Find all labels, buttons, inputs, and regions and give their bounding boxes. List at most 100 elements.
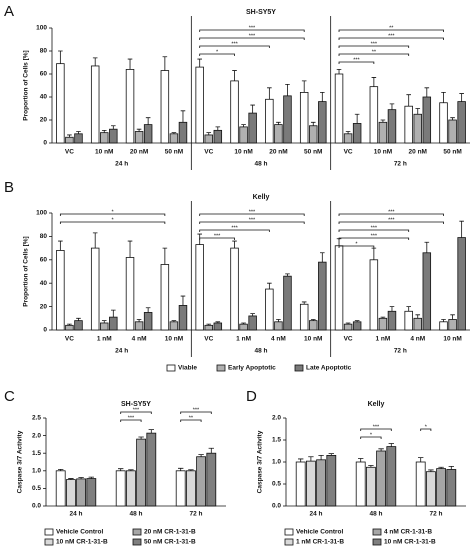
significance-bracket (338, 213, 444, 216)
error-bar (250, 104, 255, 114)
x-tick-label: VC (344, 336, 353, 343)
significance-label: *** (249, 33, 256, 39)
x-tick-label: 20 nM (130, 149, 148, 156)
bar (425, 471, 436, 507)
panel-label: C (4, 388, 15, 405)
error-bar (188, 469, 194, 471)
y-tick-label: 1.5 (32, 450, 41, 457)
error-bar (320, 252, 325, 263)
error-bar (206, 323, 212, 326)
bar (195, 244, 204, 331)
significance-bracket (338, 229, 410, 232)
error-bar (406, 306, 411, 312)
y-tick-label: 1.5 (272, 437, 281, 444)
bar (86, 478, 97, 507)
chart-title: Kelly (253, 194, 270, 201)
error-bar (441, 319, 446, 322)
bar (55, 470, 66, 507)
panel-label: B (4, 179, 14, 196)
bar (439, 321, 448, 331)
x-tick-label: 72 h (429, 511, 442, 518)
y-tick-label: 60 (40, 257, 48, 264)
legend-swatch (44, 538, 54, 546)
legend-swatch (372, 538, 382, 546)
bar (74, 133, 83, 144)
significance-label: *** (249, 25, 256, 31)
error-bar (88, 476, 94, 479)
error-bar (76, 317, 81, 321)
x-tick-label: 1 nM (236, 336, 251, 343)
bar (109, 316, 118, 331)
bar (143, 312, 153, 331)
significance-label: ** (189, 415, 194, 421)
error-bar (301, 80, 307, 93)
error-bar (389, 103, 395, 110)
legend-label: 10 nM CR-1-31-B (56, 539, 108, 546)
error-bar (415, 108, 421, 115)
error-bar (127, 58, 133, 70)
bar (386, 446, 397, 507)
bar (413, 113, 422, 144)
bar (206, 452, 217, 507)
error-bar (101, 129, 107, 133)
y-tick-label: 0.0 (32, 503, 41, 510)
bar (169, 133, 179, 144)
group-label: 48 h (254, 348, 267, 355)
error-bar (136, 319, 142, 322)
bar (213, 129, 223, 144)
error-bar (328, 453, 334, 456)
legend-swatch (44, 528, 54, 536)
significance-label: *** (371, 225, 378, 231)
group-label: 72 h (394, 348, 407, 355)
error-bar (267, 282, 272, 290)
bar (74, 320, 83, 331)
error-bar (215, 321, 221, 323)
y-tick-label: 20 (40, 117, 48, 124)
bar (178, 305, 188, 331)
bar (369, 259, 379, 331)
significance-bracket (338, 245, 375, 248)
bar (109, 128, 118, 144)
error-bar (148, 429, 154, 434)
error-bar (368, 465, 374, 468)
y-tick-label: 1.0 (272, 459, 281, 466)
error-bar (308, 456, 314, 462)
significance-label: *** (249, 217, 256, 223)
significance-label: *** (353, 57, 360, 63)
significance-bracket (420, 428, 432, 431)
error-bar (276, 121, 281, 125)
bar (195, 66, 204, 144)
error-bar (67, 134, 72, 138)
bar (65, 324, 74, 331)
group-label: 24 h (115, 161, 128, 168)
bar (90, 65, 100, 144)
significance-bracket (59, 221, 166, 224)
error-bar (111, 125, 116, 130)
error-bar (276, 319, 281, 322)
significance-label: *** (373, 424, 380, 430)
bar (66, 479, 76, 507)
significance-label: * (112, 209, 115, 215)
bar (283, 275, 292, 331)
error-bar (215, 126, 221, 131)
error-bar (250, 313, 255, 316)
x-tick-label: VC (344, 149, 353, 156)
bar (204, 324, 213, 331)
y-axis-label: Caspase 3/7 Activity (17, 430, 24, 493)
error-bar (459, 93, 464, 102)
x-tick-label: 10 nM (374, 149, 392, 156)
y-tick-label: 0 (43, 140, 47, 147)
legend-swatch (132, 538, 142, 546)
bar (134, 131, 144, 144)
significance-bracket (199, 37, 305, 40)
legend-label: 1 nM CR-1-31-B (296, 539, 344, 546)
bar (56, 63, 65, 144)
group-label: 48 h (254, 161, 267, 168)
bar (126, 470, 136, 507)
legend-swatch (284, 528, 294, 536)
bar (274, 321, 283, 331)
legend-label: Vehicle Control (56, 529, 104, 536)
x-tick-label: 48 h (129, 511, 142, 518)
significance-bracket (338, 29, 444, 32)
